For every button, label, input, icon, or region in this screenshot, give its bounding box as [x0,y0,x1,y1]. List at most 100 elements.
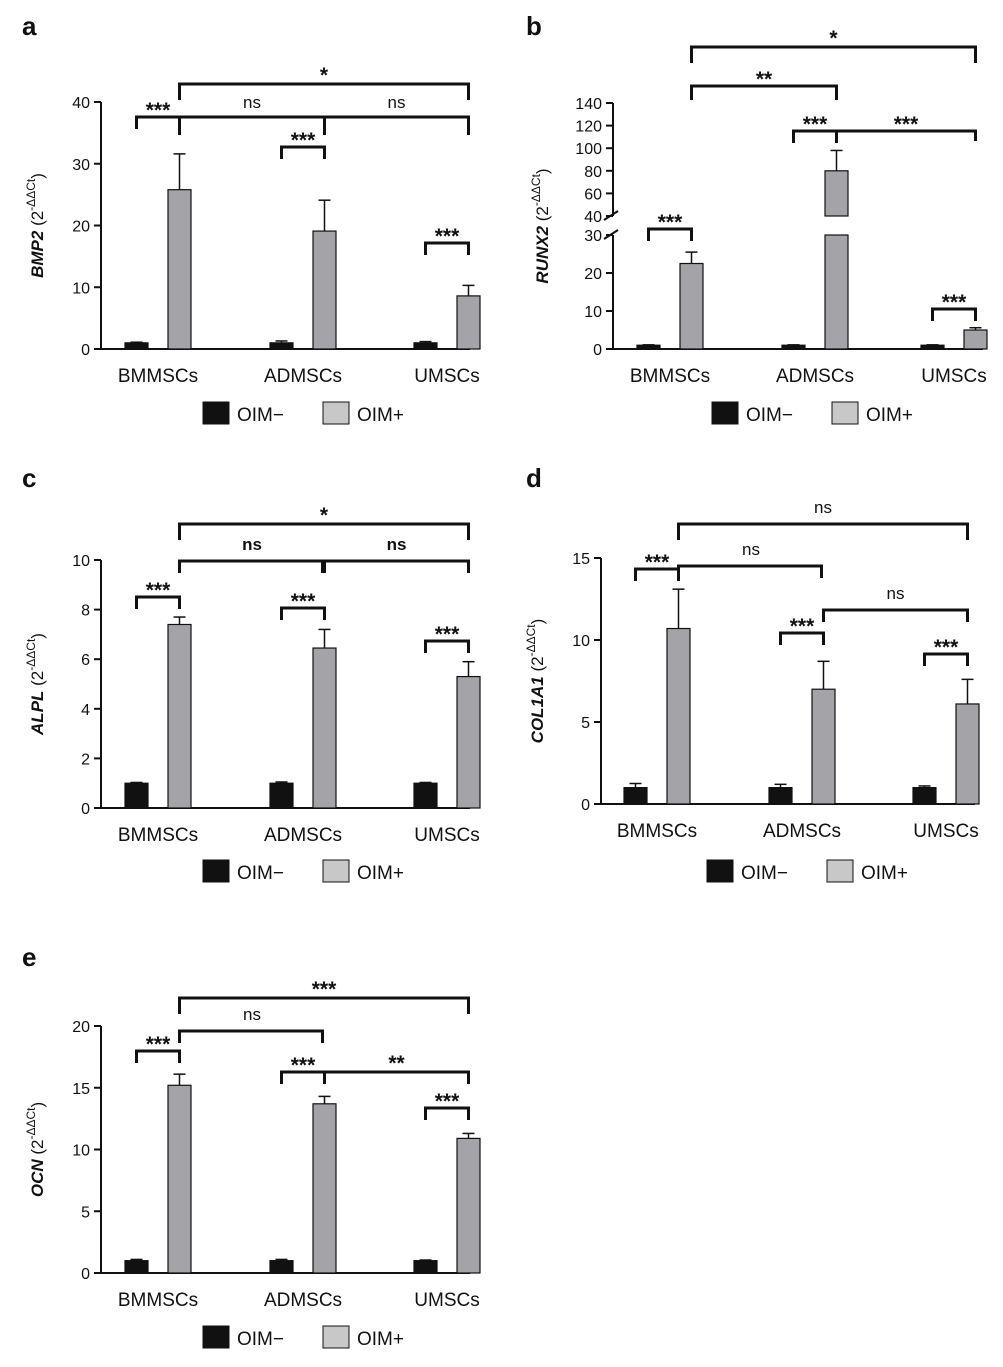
bar-oim-neg-umscs [413,1260,438,1274]
significance-bracket [178,1029,324,1043]
legend-label-oim-pos: OIM+ [357,863,404,884]
panel-letter: e [22,942,36,972]
significance-bracket [280,606,326,620]
significance-label: *** [291,1054,316,1077]
legend-swatch-oim-neg [706,859,734,883]
y-label-superscript: -ΔΔCt [24,178,38,211]
x-tick-label: ADMSCs [264,825,342,846]
panel-letter: d [526,463,542,493]
bar-oim-neg-admscs [269,342,294,350]
bar-oim-pos-admscs [312,1103,337,1274]
significance-label: ns [243,93,261,112]
y-tick-label: 15 [72,1081,90,1098]
y-tick-label: 20 [72,1019,90,1036]
y-tick-label: 2 [81,751,90,768]
y-label-close: ) [28,633,47,639]
panel-d: d 0 5 10 15 COL1A1 (2-ΔΔCt) BMMSCs ADMSCs UMSCs *… [524,463,980,884]
y-tick-label: 10 [572,633,590,650]
significance-label: *** [435,623,460,646]
legend-swatch-oim-pos [322,401,350,425]
legend: OIM− OIM+ [706,859,908,884]
y-label-unit: (2 [533,206,552,226]
y-label-close: ) [28,173,47,179]
y-tick-label: 20 [584,266,602,283]
y-axis-label: BMP2 (2-ΔΔCt) [24,173,47,278]
significance-label: *** [312,978,337,1001]
legend-swatch-oim-pos [831,401,859,425]
bar-oim-pos-bmmscs [679,262,704,350]
legend: OIM− OIM+ [202,1325,404,1350]
bar-oim-pos-admscs [312,230,337,350]
y-tick-label: 10 [72,280,90,297]
x-tick-label: UMSCs [414,1290,479,1311]
significance-label: ns [243,1005,261,1024]
x-tick-label: BMMSCs [118,366,198,387]
significance-bracket [178,82,470,100]
x-tick-label: ADMSCs [763,821,841,842]
significance-bracket [178,996,470,1014]
y-axis-label: ALPL (2-ΔΔCt) [24,633,47,736]
x-tick-label: ADMSCs [776,366,854,387]
y-tick-label: 20 [72,219,90,236]
legend-label-oim-pos: OIM+ [357,1329,404,1350]
y-tick-label: 10 [584,304,602,321]
significance-label: *** [291,129,316,152]
significance-label: *** [942,291,967,314]
significance-label: ns [387,535,407,554]
bar-oim-neg-bmmscs [124,342,149,350]
y-label-superscript: -ΔΔCt [24,1107,38,1140]
bar-oim-pos-bmmscs [167,189,192,350]
legend-label-oim-pos: OIM+ [866,405,913,426]
bar-oim-pos-bmmscs [167,623,192,809]
y-label-gene: BMP2 [28,230,47,278]
x-tick-label: UMSCs [414,825,479,846]
y-label-gene: OCN [28,1159,47,1198]
significance-label: ns [887,584,905,603]
bar-oim-pos-umscs [456,295,481,350]
y-tick-label: 0 [81,801,90,818]
significance-bracket [424,1106,470,1120]
significance-bracket [323,1070,470,1084]
y-tick-label: 30 [584,228,602,245]
y-label-gene: ALPL [28,691,47,736]
significance-label: *** [146,99,171,122]
y-tick-label: 0 [593,342,602,359]
y-label-unit: (2 [28,671,47,691]
panel-letter: a [22,11,37,41]
legend-label-oim-neg: OIM− [237,405,284,426]
legend-swatch-oim-pos [322,859,350,883]
significance-label: *** [894,113,919,136]
x-tick-label: ADMSCs [264,366,342,387]
y-label-superscript: -ΔΔCt [529,173,543,206]
y-label-unit: (2 [28,211,47,231]
significance-bracket [923,652,969,666]
x-tick-label: UMSCs [913,821,978,842]
bar-oim-neg-admscs [768,786,793,805]
legend: OIM− OIM+ [202,859,404,884]
significance-label: *** [803,113,828,136]
significance-label: *** [146,579,171,602]
significance-bracket [135,1049,181,1063]
legend-swatch-oim-neg [202,1325,230,1349]
y-tick-label: 60 [584,186,602,203]
bar-oim-pos-admscs [811,688,836,805]
y-label-gene: RUNX2 [533,225,552,283]
y-tick-label: 10 [72,553,90,570]
legend-swatch-oim-pos [322,1325,350,1349]
legend-label-oim-neg: OIM− [741,863,788,884]
y-label-close: ) [28,1102,47,1108]
significance-label: *** [435,1090,460,1113]
significance-bracket [677,564,823,578]
bar-oim-neg-bmmscs [636,344,661,350]
bar-oim-neg-admscs [269,1260,294,1274]
x-tick-label: BMMSCs [118,1290,198,1311]
y-tick-label: 15 [572,551,590,568]
significance-bracket [178,522,470,540]
y-label-superscript: -ΔΔCt [24,638,38,671]
significance-bracket [178,559,324,573]
significance-label: ns [742,540,760,559]
bar-oim-neg-bmmscs [124,1260,149,1274]
bar-oim-neg-umscs [920,344,945,350]
legend-label-oim-neg: OIM− [237,1329,284,1350]
